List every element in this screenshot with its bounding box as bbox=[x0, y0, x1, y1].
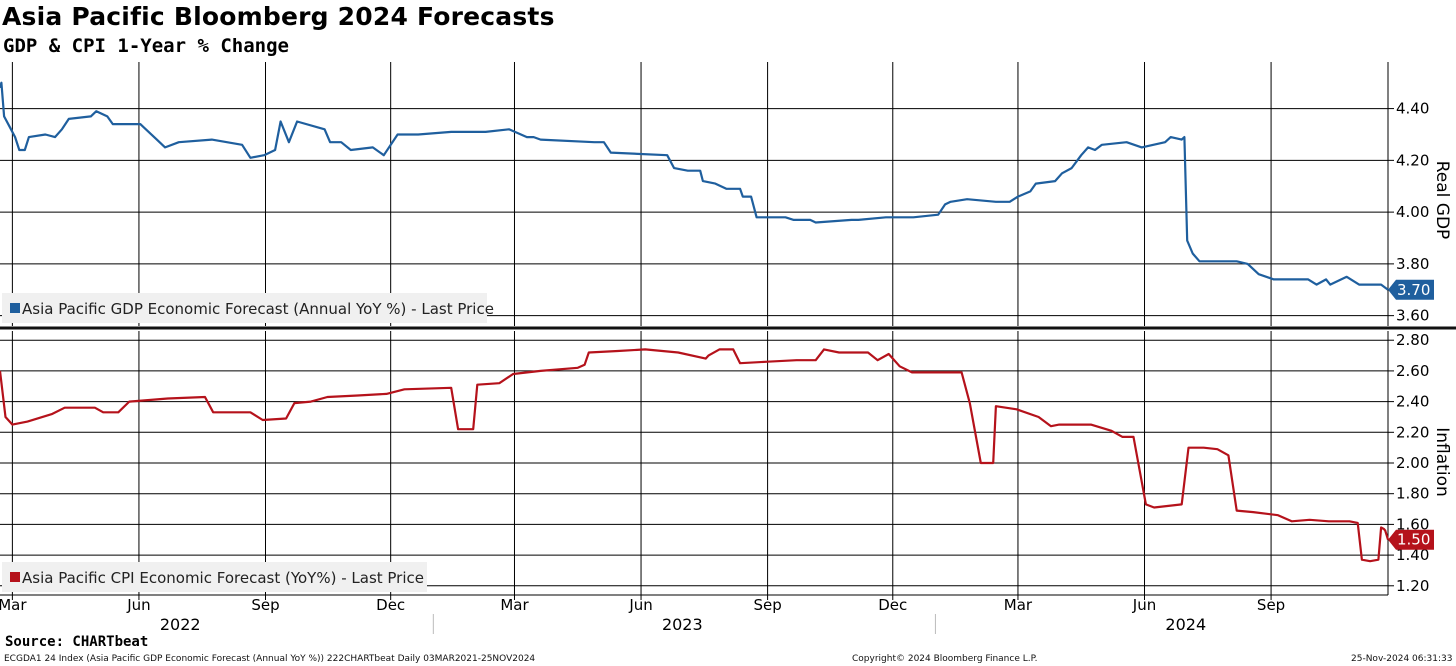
x-month-label: Dec bbox=[376, 596, 405, 614]
panel-gdp bbox=[0, 62, 1388, 326]
source-note: Source: CHARTbeat bbox=[5, 634, 149, 650]
y-tick-label: 2.60 bbox=[1396, 362, 1429, 380]
legend-background bbox=[2, 562, 427, 592]
legend-swatch-cpi bbox=[10, 572, 20, 582]
x-month-label: Mar bbox=[500, 596, 529, 614]
x-month-label: Dec bbox=[878, 596, 907, 614]
x-month-label: Sep bbox=[753, 596, 781, 614]
footer-timestamp: 25-Nov-2024 06:31:33 bbox=[1351, 654, 1453, 664]
x-month-label: Jun bbox=[1132, 596, 1156, 614]
x-month-label: Sep bbox=[1257, 596, 1285, 614]
legend-swatch-gdp bbox=[10, 303, 20, 313]
y-tick-label: 2.20 bbox=[1396, 423, 1429, 441]
series-layer bbox=[0, 81, 1390, 563]
y-tick-label: 4.20 bbox=[1396, 151, 1429, 169]
badge-shape bbox=[1388, 279, 1434, 300]
y-tick-label: 1.40 bbox=[1396, 546, 1429, 564]
y-tick-label: 2.80 bbox=[1396, 331, 1429, 349]
grid-layer bbox=[0, 62, 1388, 595]
badge-shape bbox=[1388, 529, 1434, 550]
legend-background bbox=[2, 293, 487, 323]
legend-label-gdp: Asia Pacific GDP Economic Forecast (Annu… bbox=[22, 300, 494, 318]
legend-layer: Asia Pacific GDP Economic Forecast (Annu… bbox=[2, 293, 494, 592]
y-axis-title-cpi: Inflation bbox=[1432, 427, 1452, 496]
chart-subtitle: GDP & CPI 1-Year % Change bbox=[3, 35, 289, 57]
y-tick-label: 3.80 bbox=[1396, 255, 1429, 273]
legend-cpi: Asia Pacific CPI Economic Forecast (YoY%… bbox=[2, 562, 427, 592]
badge-value: 3.70 bbox=[1397, 281, 1430, 299]
y-tick-label: 2.40 bbox=[1396, 393, 1429, 411]
x-year-label: 2023 bbox=[662, 615, 703, 634]
y-tick-label: 1.20 bbox=[1396, 577, 1429, 595]
y-axis-title-gdp: Real GDP bbox=[1432, 161, 1452, 240]
x-year-label: 2024 bbox=[1165, 615, 1206, 634]
y-tick-label: 1.80 bbox=[1396, 485, 1429, 503]
footer-index-note: ECGDA1 24 Index (Asia Pacific GDP Econom… bbox=[4, 654, 536, 664]
badge-value: 1.50 bbox=[1397, 531, 1430, 549]
legend-label-cpi: Asia Pacific CPI Economic Forecast (YoY%… bbox=[22, 569, 424, 587]
panel-cpi bbox=[0, 331, 1388, 595]
y-axis-layer: 3.60 3.80 4.00 4.20 4.40 Real GDP 3.70 1.20 1.40… bbox=[1388, 100, 1452, 595]
panel-frames bbox=[0, 62, 1456, 595]
cpi-series-line bbox=[0, 348, 1390, 563]
y-tick-label: 4.00 bbox=[1396, 203, 1429, 221]
x-month-label: Mar bbox=[1004, 596, 1033, 614]
y-tick-label: 2.00 bbox=[1396, 454, 1429, 472]
gdp-series-line bbox=[0, 81, 1389, 291]
legend-gdp: Asia Pacific GDP Economic Forecast (Annu… bbox=[2, 293, 494, 323]
x-month-label: Mar bbox=[0, 596, 27, 614]
x-year-label: 2022 bbox=[160, 615, 201, 634]
y-tick-label: 4.40 bbox=[1396, 100, 1429, 118]
chart-title: Asia Pacific Bloomberg 2024 Forecasts bbox=[2, 2, 555, 31]
y-tick-label: 3.60 bbox=[1396, 307, 1429, 325]
footer-copyright: Copyright© 2024 Bloomberg Finance L.P. bbox=[852, 654, 1038, 664]
last-value-badge-gdp: 3.70 bbox=[1388, 279, 1434, 300]
last-value-badge-cpi: 1.50 bbox=[1388, 529, 1434, 550]
x-month-label: Sep bbox=[251, 596, 279, 614]
y-tick-label: 1.60 bbox=[1396, 515, 1429, 533]
x-axis-layer: Mar Jun Sep Dec Mar Jun Sep Dec Mar Jun Sep 2022 202… bbox=[0, 594, 1388, 634]
x-month-label: Jun bbox=[126, 596, 150, 614]
x-month-label: Jun bbox=[628, 596, 652, 614]
